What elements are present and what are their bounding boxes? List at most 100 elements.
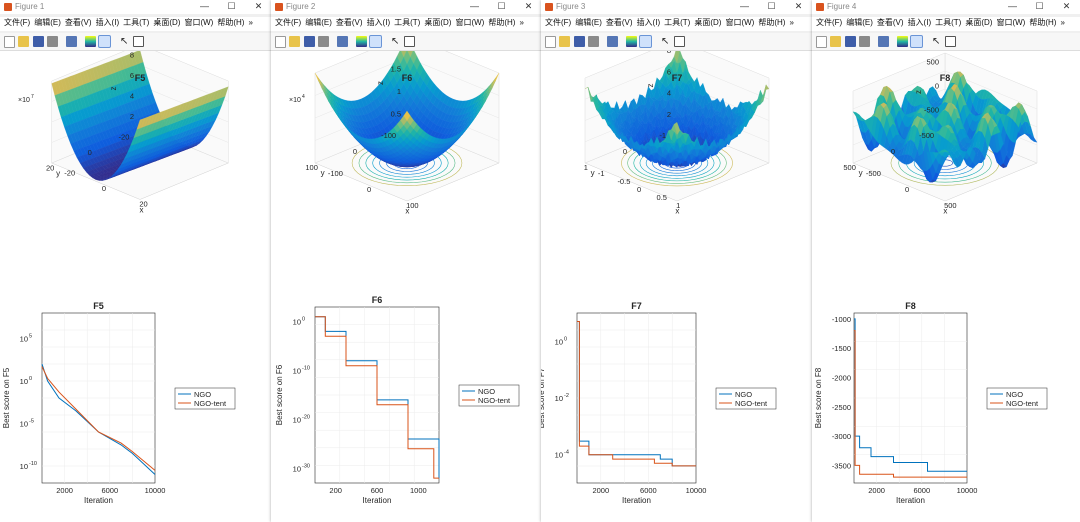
legend-icon[interactable] [910, 35, 923, 48]
menu-file[interactable]: 文件(F) [545, 18, 572, 27]
save-icon[interactable] [574, 36, 585, 47]
menu-help[interactable]: 帮助(H) [758, 18, 786, 27]
new-figure-icon[interactable] [4, 36, 15, 48]
menu-insert[interactable]: 插入(I) [907, 18, 932, 27]
colorbar-icon[interactable] [85, 36, 96, 47]
link-plot-icon[interactable] [66, 36, 77, 47]
menu-desktop[interactable]: 桌面(D) [965, 18, 993, 27]
save-icon[interactable] [845, 36, 856, 47]
minimize-button[interactable]: — [470, 1, 479, 11]
y-tick-label: -1500 [832, 344, 851, 353]
close-button[interactable]: ✕ [1062, 1, 1071, 11]
y-tick-exponent: 0 [29, 376, 32, 382]
open-file-icon[interactable] [830, 36, 841, 47]
open-file-icon[interactable] [18, 36, 29, 47]
close-button[interactable]: ✕ [794, 1, 803, 11]
pointer-icon[interactable]: ↖ [932, 36, 941, 47]
property-inspector-icon[interactable] [133, 36, 144, 47]
save-icon[interactable] [304, 36, 315, 47]
menu-view[interactable]: 查看(V) [876, 18, 904, 27]
print-icon[interactable] [859, 36, 870, 47]
legend-ngo-tent-label: NGO-tent [735, 399, 768, 408]
menu-edit[interactable]: 编辑(E) [34, 18, 61, 27]
print-icon[interactable] [318, 36, 329, 47]
minimize-button[interactable]: — [740, 1, 749, 11]
open-file-icon[interactable] [559, 36, 570, 47]
colorbar-icon[interactable] [897, 36, 908, 47]
x-tick-label: 2000 [56, 486, 73, 495]
menu-help[interactable]: 帮助(H) [1029, 18, 1057, 27]
menu-insert[interactable]: 插入(I) [636, 18, 661, 27]
colorbar-icon[interactable] [626, 36, 637, 47]
maximize-button[interactable]: ☐ [497, 1, 506, 11]
link-plot-icon[interactable] [607, 36, 618, 47]
menu-window[interactable]: 窗口(W) [455, 18, 485, 27]
menu-file[interactable]: 文件(F) [275, 18, 302, 27]
toolbar-overflow-icon[interactable]: » [248, 18, 253, 27]
maximize-button[interactable]: ☐ [767, 1, 776, 11]
pointer-icon[interactable]: ↖ [661, 36, 670, 47]
print-icon[interactable] [47, 36, 58, 47]
link-plot-icon[interactable] [337, 36, 348, 47]
menu-edit[interactable]: 编辑(E) [846, 18, 873, 27]
maximize-button[interactable]: ☐ [1035, 1, 1044, 11]
print-icon[interactable] [588, 36, 599, 47]
minimize-button[interactable]: — [200, 1, 209, 11]
close-button[interactable]: ✕ [524, 1, 533, 11]
open-file-icon[interactable] [289, 36, 300, 47]
legend-icon[interactable] [639, 35, 652, 48]
menu-tools[interactable]: 工具(T) [394, 18, 421, 27]
title-bar[interactable]: Figure 1 — ☐ ✕ [0, 0, 272, 14]
menu-edit[interactable]: 编辑(E) [575, 18, 602, 27]
colorbar-icon[interactable] [356, 36, 367, 47]
menu-insert[interactable]: 插入(I) [95, 18, 120, 27]
y-tick-exponent: -4 [564, 450, 569, 456]
menu-help[interactable]: 帮助(H) [217, 18, 245, 27]
menu-file[interactable]: 文件(F) [4, 18, 31, 27]
save-icon[interactable] [33, 36, 44, 47]
legend-icon[interactable] [369, 35, 382, 48]
toolbar-overflow-icon[interactable]: » [1060, 18, 1065, 27]
toolbar-overflow-icon[interactable]: » [519, 18, 524, 27]
menu-window[interactable]: 窗口(W) [725, 18, 755, 27]
property-inspector-icon[interactable] [945, 36, 956, 47]
close-button[interactable]: ✕ [254, 1, 263, 11]
maximize-button[interactable]: ☐ [227, 1, 236, 11]
title-bar[interactable]: Figure 4 — ☐ ✕ [812, 0, 1080, 14]
pointer-icon[interactable]: ↖ [391, 36, 400, 47]
menu-tools[interactable]: 工具(T) [123, 18, 150, 27]
z-tick-label: 4 [667, 89, 671, 98]
new-figure-icon[interactable] [275, 36, 286, 48]
menu-tools[interactable]: 工具(T) [935, 18, 962, 27]
property-inspector-icon[interactable] [404, 36, 415, 47]
title-bar[interactable]: Figure 3 — ☐ ✕ [541, 0, 812, 14]
menu-view[interactable]: 查看(V) [605, 18, 633, 27]
menu-file[interactable]: 文件(F) [816, 18, 843, 27]
minimize-button[interactable]: — [1008, 1, 1017, 11]
pointer-icon[interactable]: ↖ [120, 36, 129, 47]
legend-icon[interactable] [98, 35, 111, 48]
menu-window[interactable]: 窗口(W) [184, 18, 214, 27]
menu-insert[interactable]: 插入(I) [366, 18, 391, 27]
toolbar-overflow-icon[interactable]: » [789, 18, 794, 27]
title-bar[interactable]: Figure 2 — ☐ ✕ [271, 0, 542, 14]
menu-desktop[interactable]: 桌面(D) [153, 18, 181, 27]
x-tick-label: 0.5 [657, 193, 667, 202]
menu-tools[interactable]: 工具(T) [664, 18, 691, 27]
new-figure-icon[interactable] [545, 36, 556, 48]
menu-edit[interactable]: 编辑(E) [305, 18, 332, 27]
menu-help[interactable]: 帮助(H) [488, 18, 516, 27]
menu-desktop[interactable]: 桌面(D) [694, 18, 722, 27]
new-figure-icon[interactable] [816, 36, 827, 48]
menu-view[interactable]: 查看(V) [64, 18, 92, 27]
y-tick-exponent: -10 [29, 461, 37, 467]
menu-view[interactable]: 查看(V) [335, 18, 363, 27]
menu-desktop[interactable]: 桌面(D) [424, 18, 452, 27]
property-inspector-icon[interactable] [674, 36, 685, 47]
menu-window[interactable]: 窗口(W) [996, 18, 1026, 27]
link-plot-icon[interactable] [878, 36, 889, 47]
